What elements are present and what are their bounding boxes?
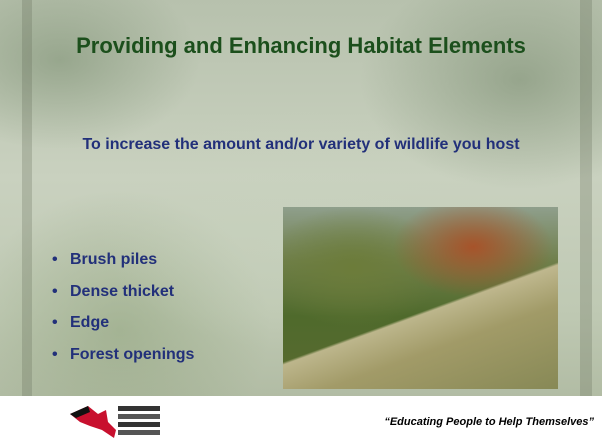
bullet-item: Edge: [52, 311, 194, 343]
slide-subtitle: To increase the amount and/or variety of…: [70, 132, 532, 157]
footer-quote: “Educating People to Help Themselves”: [384, 416, 594, 428]
bullet-text: Brush piles: [70, 251, 157, 268]
bullet-list: Brush piles Dense thicket Edge Forest openi…: [52, 248, 194, 374]
bullet-item: Forest openings: [52, 343, 194, 375]
tree-trunk: [580, 0, 592, 396]
habitat-photo: [283, 207, 558, 389]
bullet-text: Edge: [70, 314, 109, 331]
bullet-text: Dense thicket: [70, 283, 174, 300]
logo: [68, 400, 168, 440]
slide: Providing and Enhancing Habitat Elements…: [0, 0, 602, 444]
bullet-item: Brush piles: [52, 248, 194, 280]
slide-title: Providing and Enhancing Habitat Elements: [40, 30, 562, 62]
tree-trunk: [22, 0, 32, 396]
bullet-text: Forest openings: [70, 346, 194, 363]
bullet-item: Dense thicket: [52, 280, 194, 312]
